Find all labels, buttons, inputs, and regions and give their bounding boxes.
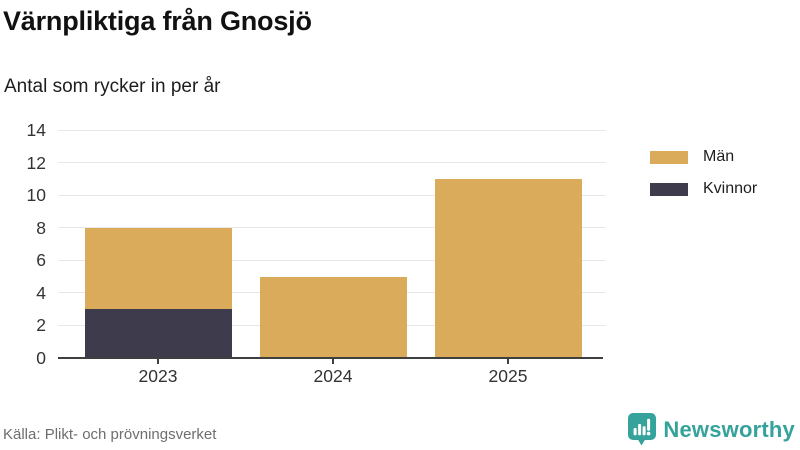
y-tick-label: 4 xyxy=(36,282,46,303)
y-tick-label: 6 xyxy=(36,250,46,271)
x-tick-2024 xyxy=(332,358,334,364)
chart-title: Värnpliktiga från Gnosjö xyxy=(3,6,312,36)
bar-2023-Män xyxy=(84,227,232,310)
y-tick-label: 2 xyxy=(36,315,46,336)
gridline-y14 xyxy=(58,129,606,131)
source-text: Källa: Plikt- och prövningsverket xyxy=(3,426,217,443)
gridline-y8 xyxy=(58,227,606,229)
x-axis-line xyxy=(58,357,603,359)
y-tick-label: 12 xyxy=(26,152,46,173)
legend-label: Kvinnor xyxy=(703,180,758,197)
y-tick-label: 14 xyxy=(26,120,46,140)
bar-2024-Män xyxy=(259,276,407,358)
legend-item-Män: Män xyxy=(650,148,757,166)
legend-swatch-women xyxy=(650,182,688,196)
bar-2025-Män xyxy=(434,178,582,358)
gridline-y12 xyxy=(58,162,606,164)
x-tick-label: 2024 xyxy=(313,366,353,386)
bar-2023-Kvinnor xyxy=(84,309,232,358)
y-tick-label: 10 xyxy=(26,185,46,206)
x-tick-2025 xyxy=(507,358,509,364)
legend-item-Kvinnor: Kvinnor xyxy=(650,180,757,198)
brand-logo: Newsworthy xyxy=(628,413,795,446)
x-tick-label: 2023 xyxy=(138,366,178,386)
x-tick-2023 xyxy=(157,358,159,364)
legend: Män Kvinnor xyxy=(650,148,757,212)
y-tick-label: 0 xyxy=(36,348,46,368)
legend-label: Män xyxy=(703,148,735,165)
plot-area xyxy=(58,129,606,364)
gridline-y6 xyxy=(58,259,606,261)
gridline-y10 xyxy=(58,194,606,196)
y-tick-label: 8 xyxy=(36,217,46,238)
newsworthy-icon xyxy=(628,413,657,446)
brand-name: Newsworthy xyxy=(663,416,795,442)
legend-swatch-men xyxy=(650,150,688,164)
chart-subtitle: Antal som rycker in per år xyxy=(4,76,221,97)
x-tick-label: 2025 xyxy=(488,366,528,386)
